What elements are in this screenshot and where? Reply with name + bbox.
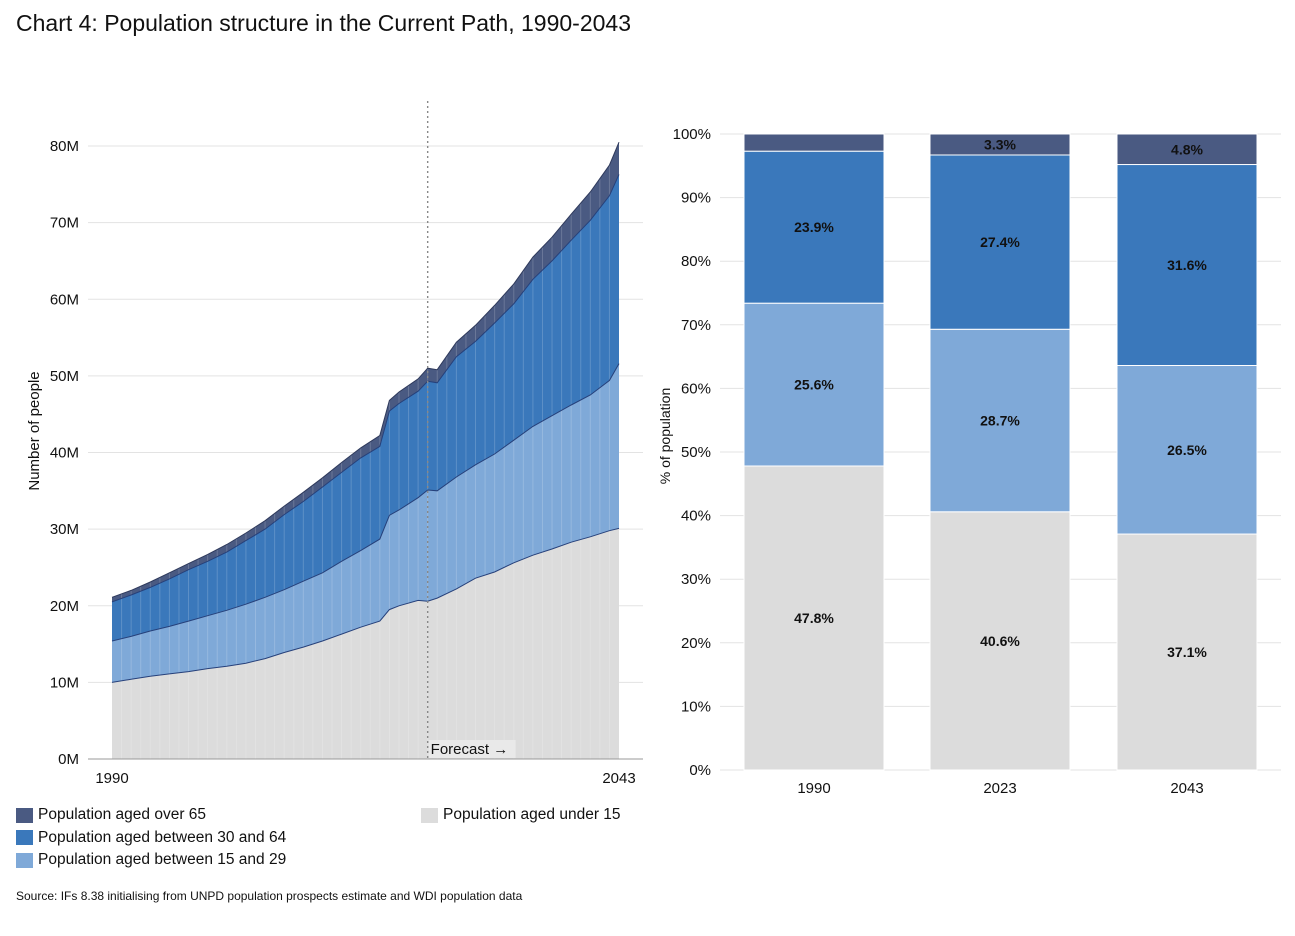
legend-right: Population aged under 15	[421, 804, 621, 827]
bar-segment-label: 37.1%	[1167, 644, 1207, 660]
bar-y-axis-title: % of population	[657, 388, 673, 485]
bar-segment-label: 3.3%	[984, 136, 1016, 152]
bar-segment-age30_64	[743, 150, 885, 304]
area-chart-total-population: 0M 10M 20M 30M 40M 50M 60M 70M 80M Forecast → 1990…	[26, 101, 643, 787]
bar-y-tick-label: 20%	[681, 635, 711, 652]
forecast-label: Forecast →	[431, 741, 509, 758]
bar-y-tick-label: 30%	[681, 571, 711, 588]
area-series-under15	[112, 528, 619, 759]
bar-y-tick-label: 10%	[681, 698, 711, 715]
legend-label-under15: Population aged under 15	[443, 806, 621, 824]
bar-segment-label: 25.6%	[794, 377, 834, 393]
source-note: Source: IFs 8.38 initialising from UNPD …	[16, 889, 523, 903]
legend-swatch-15-29	[16, 852, 33, 868]
bar-segment-under15	[1116, 533, 1258, 771]
bar-segment-label: 40.6%	[980, 633, 1020, 649]
legend-label-over65: Population aged over 65	[38, 806, 207, 824]
bar-y-tick-label: 90%	[681, 190, 711, 207]
bar-segment-over65	[743, 133, 885, 152]
area-boundary-line	[111, 363, 620, 642]
bar-x-tick-label: 2043	[1170, 780, 1203, 797]
bar-segment-age15_29	[743, 302, 885, 467]
area-y-tick-label: 60M	[50, 291, 79, 308]
area-y-tick-label: 10M	[50, 674, 79, 691]
bar-y-tick-label: 50%	[681, 444, 711, 461]
bar-segment-label: 23.9%	[794, 219, 834, 235]
bar-y-tick-label: 0%	[689, 762, 711, 779]
bar-segment-age15_29	[1116, 365, 1258, 535]
area-boundary-line	[111, 527, 620, 683]
legend-item-30-64: Population aged between 30 and 64	[16, 827, 286, 850]
area-y-tick-label: 0M	[58, 751, 79, 768]
legend-left: Population aged over 65 Population aged …	[16, 804, 286, 872]
forecast-label-bg	[428, 740, 516, 758]
bar-segment-age30_64	[1116, 164, 1258, 367]
legend-item-15-29: Population aged between 15 and 29	[16, 849, 286, 872]
legend-swatch-under15	[421, 807, 438, 823]
bar-y-tick-label: 40%	[681, 508, 711, 525]
bar-y-tick-label: 60%	[681, 380, 711, 397]
area-x-tick-label: 1990	[95, 770, 128, 787]
bar-segment-under15	[743, 465, 885, 771]
area-y-tick-label: 80M	[50, 138, 79, 155]
area-boundary-line	[111, 174, 620, 603]
bar-segment-label: 28.7%	[980, 413, 1020, 429]
area-y-tick-label: 50M	[50, 368, 79, 385]
bar-chart-population-share: 0% 10% 20% 30% 40% 50% 60% 70% 80% 90% 100% 47.8% 25…	[657, 126, 1281, 797]
bar-segment-label: 47.8%	[794, 610, 834, 626]
area-y-tick-label: 70M	[50, 215, 79, 232]
bar-segment-label: 27.4%	[980, 234, 1020, 250]
bar-segment-under15	[929, 511, 1071, 771]
area-series-age15_29	[112, 363, 619, 683]
area-x-tick-label: 2043	[602, 770, 635, 787]
legend-item-over65: Population aged over 65	[16, 804, 286, 827]
bar-y-tick-label: 70%	[681, 317, 711, 334]
bar-segment-over65	[1116, 133, 1258, 166]
area-top-line	[111, 142, 620, 598]
legend-label-30-64: Population aged between 30 and 64	[38, 828, 287, 846]
bar-segment-age30_64	[929, 154, 1071, 330]
chart-title: Chart 4: Population structure in the Cur…	[16, 10, 631, 36]
bar-segment-age15_29	[929, 328, 1071, 513]
bar-y-tick-label: 80%	[681, 253, 711, 270]
bar-segment-label: 26.5%	[1167, 442, 1207, 458]
area-y-tick-label: 30M	[50, 521, 79, 538]
bar-segment-label: 4.8%	[1171, 141, 1203, 157]
area-y-tick-label: 20M	[50, 598, 79, 615]
bar-y-tick-label: 100%	[673, 126, 711, 143]
legend-swatch-30-64	[16, 830, 33, 846]
bar-x-tick-label: 1990	[797, 780, 830, 797]
area-y-tick-label: 40M	[50, 445, 79, 462]
bar-x-tick-label: 2023	[983, 780, 1016, 797]
legend-swatch-over65	[16, 807, 33, 823]
bar-segment-label: 31.6%	[1167, 257, 1207, 273]
bar-segment-over65	[929, 133, 1071, 156]
legend-label-15-29: Population aged between 15 and 29	[38, 851, 287, 869]
area-y-axis-title: Number of people	[26, 371, 43, 490]
legend-item-under15: Population aged under 15	[421, 804, 621, 827]
